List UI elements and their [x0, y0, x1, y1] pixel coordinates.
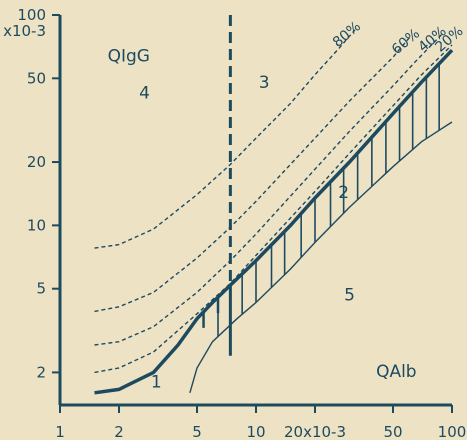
area-label: 1 — [151, 372, 162, 392]
y-quotient-label: QIgG — [108, 47, 150, 67]
area-label: 3 — [259, 73, 270, 93]
y-tick-label: 20 — [27, 153, 46, 171]
x-quotient-label: QAlb — [376, 362, 417, 382]
series-label: 80% — [330, 19, 364, 51]
y-tick-label: 50 — [27, 69, 46, 87]
hatched-area — [204, 64, 440, 337]
series-line-60pct — [95, 35, 412, 311]
area-label: 5 — [344, 285, 355, 305]
x-tick-label: 10 — [246, 423, 265, 440]
y-tick-label: 10 — [27, 216, 46, 234]
x-tick-label: 100 — [438, 423, 467, 440]
area-label: 4 — [139, 84, 150, 104]
axes-frame — [60, 15, 452, 405]
x-tick-label: 1 — [55, 423, 65, 440]
y-tick-label: 5 — [36, 280, 46, 298]
x-tick-label: 2 — [114, 423, 124, 440]
area-label: 2 — [338, 183, 349, 203]
y-tick-label: 2 — [36, 363, 46, 381]
x-tick-label: 50 — [383, 423, 402, 440]
x-tick-label: 5 — [192, 423, 202, 440]
series-lines — [95, 15, 453, 393]
y-unit-label: x10-3 — [3, 22, 46, 40]
x-tick-label: 20x10-3 — [284, 423, 346, 440]
